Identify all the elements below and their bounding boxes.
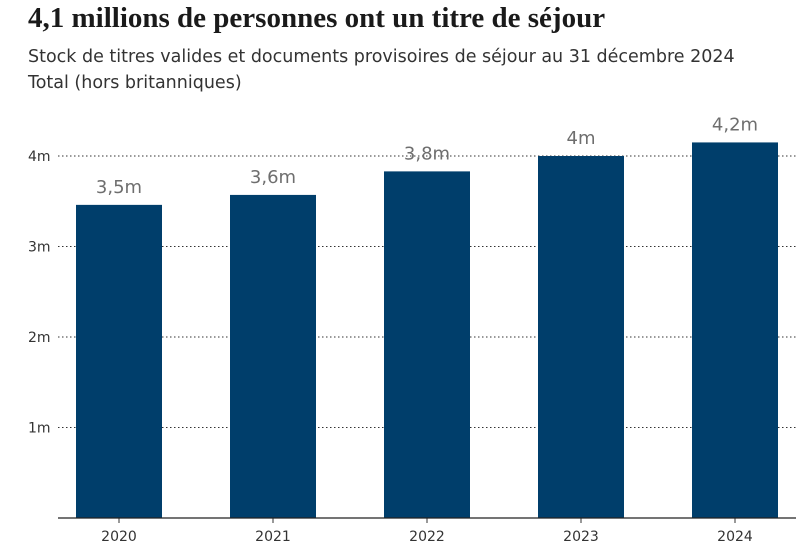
subtitle-line-2: Total (hors britanniques) [28, 73, 242, 93]
chart-subtitle: Stock de titres valides et documents pro… [28, 44, 735, 96]
bar [384, 171, 470, 518]
x-tick-label: 2024 [717, 529, 753, 545]
bar [538, 156, 624, 518]
bar-value-label: 4,2m [712, 114, 758, 135]
x-tick-label: 2020 [101, 529, 137, 545]
y-tick-label: 3m [28, 240, 51, 256]
x-tick-label: 2021 [255, 529, 291, 545]
bar [230, 194, 316, 519]
bar-value-label: 3,6m [250, 167, 296, 188]
x-tick-label: 2022 [409, 529, 445, 545]
bar-value-label: 3,8m [404, 143, 450, 164]
y-tick-label: 2m [28, 330, 51, 346]
y-tick-label: 1m [28, 421, 51, 437]
bar [692, 142, 778, 519]
chart-title: 4,1 millions de personnes ont un titre d… [28, 2, 606, 34]
bar [76, 204, 162, 518]
subtitle-line-1: Stock de titres valides et documents pro… [28, 47, 735, 67]
bar-value-label: 4m [567, 128, 596, 149]
y-tick-label: 4m [28, 149, 51, 165]
bar-value-label: 3,5m [96, 177, 142, 198]
x-tick-label: 2023 [563, 529, 599, 545]
